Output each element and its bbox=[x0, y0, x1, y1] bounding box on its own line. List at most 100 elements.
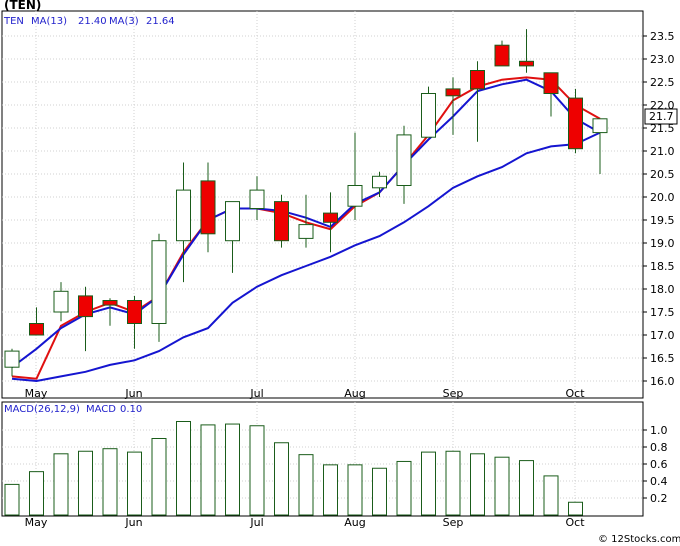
macd-tick-label: 0.4 bbox=[650, 475, 668, 488]
candle bbox=[274, 194, 289, 248]
candle bbox=[102, 298, 118, 326]
price-y-axis: 16.0 16.5 17.0 17.5 18.0 18.5 19.0 19.5 20.0 20.5… bbox=[643, 30, 675, 388]
last-price-marker: 21.7 bbox=[644, 108, 678, 125]
macd-bar bbox=[78, 450, 93, 516]
legend-ma3-label: MA(3) bbox=[109, 16, 139, 27]
candle-body-up bbox=[225, 201, 240, 242]
price-tick-label: 21.0 bbox=[650, 145, 675, 158]
price-tick-label: 20.5 bbox=[650, 168, 675, 181]
macd-month-label: Jun bbox=[124, 516, 142, 529]
candle bbox=[323, 192, 338, 253]
candle bbox=[519, 29, 534, 73]
price-tick-label: 17.5 bbox=[650, 306, 675, 319]
macd-bar bbox=[176, 421, 191, 516]
candle bbox=[151, 233, 167, 342]
macd-bar bbox=[102, 448, 118, 516]
price-tick-label: 18.5 bbox=[650, 260, 675, 273]
candle-body-down bbox=[29, 323, 44, 336]
candle-body-down bbox=[127, 300, 142, 324]
macd-bar bbox=[347, 464, 363, 516]
price-month-labels: May Jun Jul Aug Sep Oct bbox=[25, 387, 586, 400]
candle bbox=[225, 201, 240, 273]
legend-ma13-value: 21.40 bbox=[78, 16, 107, 27]
price-tick-label: 21.5 bbox=[650, 122, 675, 135]
candle bbox=[78, 286, 93, 352]
macd-bar bbox=[53, 453, 69, 516]
macd-month-labels: May Jun Jul Aug Sep Oct bbox=[25, 516, 586, 529]
candle-body-down bbox=[274, 201, 289, 242]
macd-month-label: Aug bbox=[344, 516, 365, 529]
candle-body-down bbox=[568, 97, 583, 150]
candle bbox=[470, 61, 485, 142]
price-tick-label: 17.0 bbox=[650, 329, 675, 342]
price-legend: TEN MA(13) 21.40 MA(3) 21.64 bbox=[3, 16, 175, 27]
candle-body-down bbox=[494, 44, 510, 67]
price-month-label: Oct bbox=[565, 387, 585, 400]
last-price-box bbox=[644, 108, 678, 125]
price-tick-label: 23.0 bbox=[650, 53, 675, 66]
price-tick-label: 18.0 bbox=[650, 283, 675, 296]
candle-body-up bbox=[151, 240, 167, 324]
macd-bar bbox=[470, 453, 485, 516]
macd-bar bbox=[249, 425, 265, 516]
chart-title: (TEN) bbox=[4, 0, 41, 12]
price-panel bbox=[1, 10, 644, 399]
candle-body-down bbox=[200, 180, 216, 235]
macd-bar bbox=[274, 442, 289, 516]
credit: © 12Stocks.com bbox=[598, 534, 680, 545]
macd-month-label: May bbox=[25, 516, 48, 529]
price-tick-label: 22.5 bbox=[650, 76, 675, 89]
legend-ticker: TEN bbox=[3, 16, 24, 27]
candle-body-up bbox=[347, 185, 363, 207]
candle bbox=[372, 171, 387, 197]
macd-bar bbox=[323, 464, 338, 516]
price-tick-label: 16.0 bbox=[650, 375, 675, 388]
macd-bar bbox=[543, 475, 559, 516]
macd-y-axis: 0.2 0.4 0.6 0.8 1.0 bbox=[643, 424, 668, 505]
candle-body-up bbox=[298, 224, 314, 239]
macd-bar bbox=[298, 454, 314, 516]
candle-body-down bbox=[543, 72, 559, 95]
price-month-label: Sep bbox=[443, 387, 464, 400]
last-price-label: 21.7 bbox=[649, 110, 674, 123]
macd-tick-label: 0.2 bbox=[650, 492, 668, 505]
macd-bars bbox=[4, 421, 583, 516]
candle bbox=[127, 295, 142, 349]
macd-legend-label: MACD(26,12,9) bbox=[4, 404, 80, 415]
candle-body-up bbox=[372, 175, 387, 189]
price-tick-label: 19.0 bbox=[650, 237, 675, 250]
candle bbox=[543, 72, 559, 117]
candle bbox=[445, 77, 461, 135]
candle-body-up bbox=[176, 189, 191, 242]
macd-bar bbox=[127, 451, 142, 516]
macd-tick-label: 0.8 bbox=[650, 441, 668, 454]
macd-bar bbox=[200, 424, 216, 516]
macd-month-label: Oct bbox=[565, 516, 585, 529]
price-month-label: Aug bbox=[344, 387, 365, 400]
macd-bar bbox=[519, 460, 534, 516]
candle-body-up bbox=[396, 134, 412, 186]
macd-month-label: Jul bbox=[249, 516, 263, 529]
macd-bar bbox=[396, 460, 412, 516]
legend-ma3-value: 21.64 bbox=[146, 16, 175, 27]
macd-bar bbox=[445, 450, 461, 516]
candle-body-down bbox=[519, 60, 534, 67]
macd-legend: MACD(26,12,9) MACD 0.10 bbox=[4, 404, 142, 415]
candle-body-up bbox=[53, 290, 69, 313]
macd-tick-label: 0.6 bbox=[650, 458, 668, 471]
price-month-label: Jul bbox=[249, 387, 263, 400]
price-month-label: May bbox=[25, 387, 48, 400]
macd-legend-macd-value: 0.10 bbox=[120, 404, 142, 415]
candle bbox=[29, 307, 44, 336]
candle-body-up bbox=[249, 189, 265, 210]
candle-body-up bbox=[4, 350, 20, 368]
candle bbox=[494, 40, 510, 67]
candle bbox=[396, 125, 412, 204]
candle bbox=[568, 88, 583, 154]
macd-bar bbox=[568, 501, 583, 516]
price-tick-label: 20.0 bbox=[650, 191, 675, 204]
candle bbox=[592, 118, 608, 174]
candle bbox=[176, 162, 191, 283]
candlesticks bbox=[4, 29, 608, 377]
